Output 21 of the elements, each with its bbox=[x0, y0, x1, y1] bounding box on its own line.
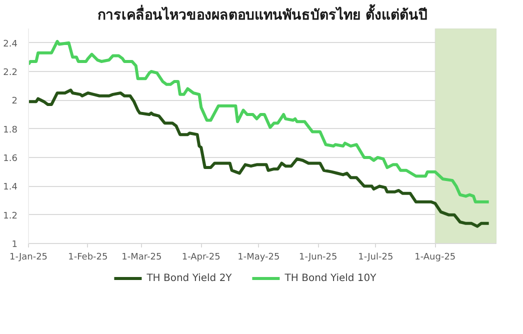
x-tick-label: 1-Aug-25 bbox=[414, 252, 456, 262]
x-tick-label: 1-May-25 bbox=[238, 252, 280, 262]
y-tick-label: 1.8 bbox=[3, 125, 18, 136]
x-tick-label: 1-Feb-25 bbox=[68, 252, 108, 262]
legend-label: TH Bond Yield 2Y bbox=[146, 272, 232, 284]
y-tick-label: 1 bbox=[12, 240, 18, 250]
y-tick-label: 1.6 bbox=[3, 154, 18, 164]
x-tick-label: 1-Apr-25 bbox=[182, 252, 220, 262]
line-series bbox=[28, 40, 490, 204]
chart-title: การเคลื่อนไหวของผลตอบแทนพันธบัตรไทย ตั้งแต่ต้นปี bbox=[98, 4, 428, 24]
y-tick-label: 2.4 bbox=[3, 39, 18, 50]
y-tick-label: 2.2 bbox=[3, 68, 18, 78]
x-tick-label: 1-Mar-25 bbox=[122, 252, 162, 262]
x-tick-label: 1-Jun-25 bbox=[299, 252, 338, 262]
y-tick-label: 2 bbox=[12, 96, 18, 107]
y-tick-label: 1.4 bbox=[3, 182, 18, 193]
x-tick-label: 1-Jul-25 bbox=[358, 252, 394, 262]
x-tick-label: 1-Jan-25 bbox=[9, 252, 48, 262]
legend-label: TH Bond Yield 10Y bbox=[284, 272, 376, 284]
y-tick-label: 1.2 bbox=[3, 211, 18, 222]
line-series bbox=[28, 88, 490, 228]
